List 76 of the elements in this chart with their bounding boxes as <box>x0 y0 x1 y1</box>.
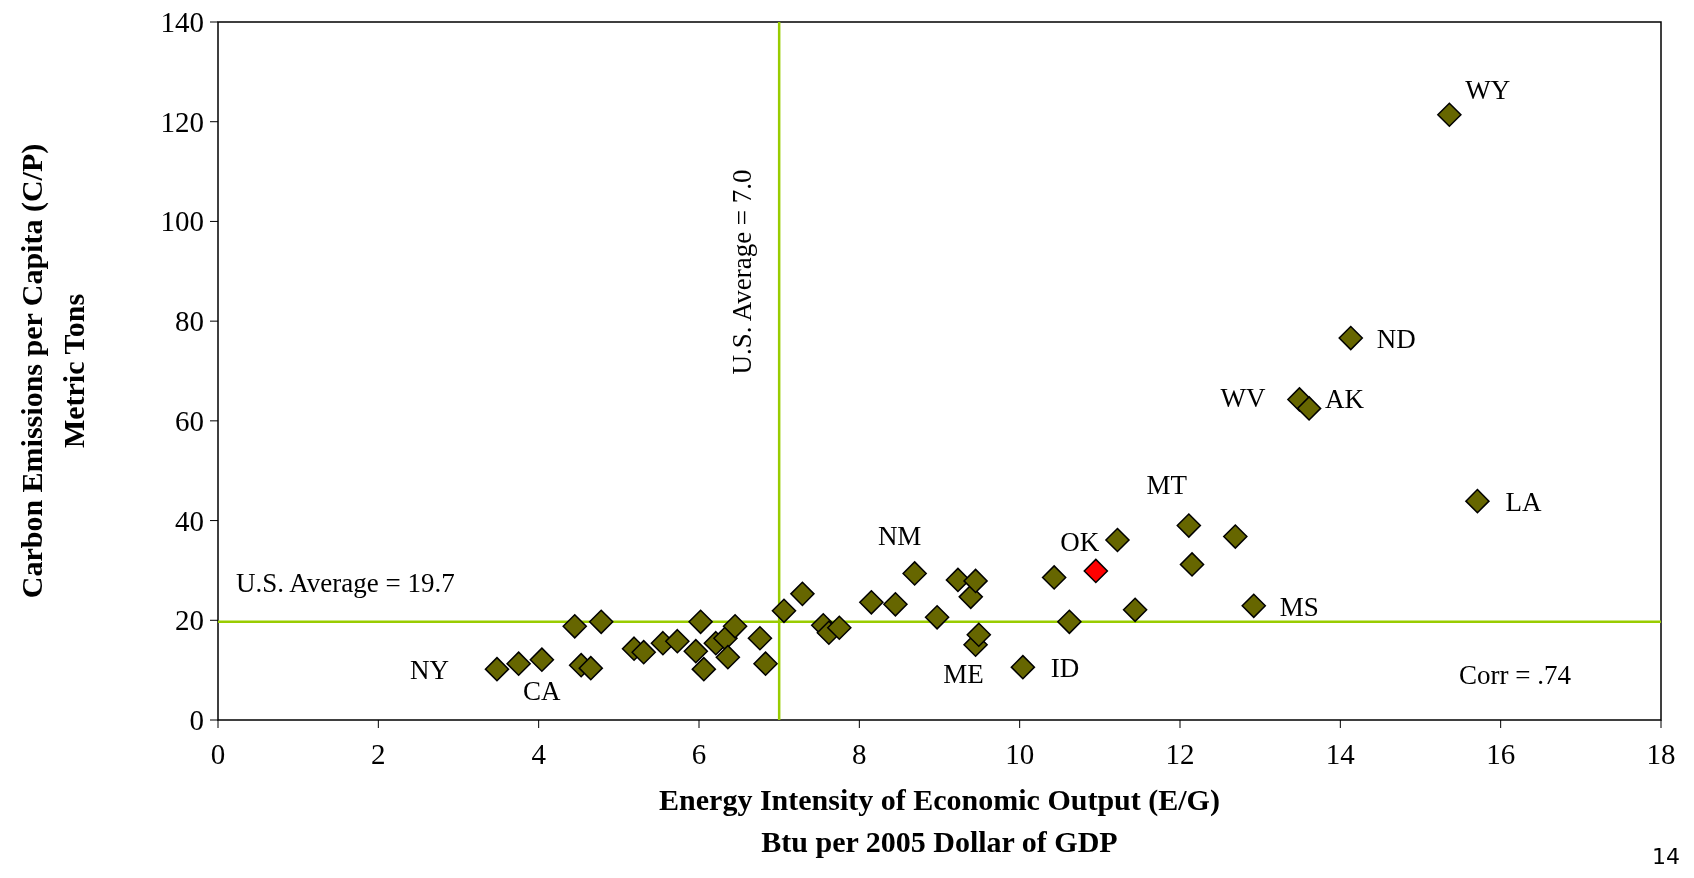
annotation: LA <box>1505 487 1542 518</box>
point <box>631 639 656 665</box>
annotation: Corr = .74 <box>1459 660 1572 691</box>
point <box>578 655 604 681</box>
point <box>1437 102 1462 128</box>
y-axis-title: Carbon Emissions per Capita (C/P) Metric Tons <box>15 143 90 599</box>
x-tick-label: 16 <box>1486 738 1516 770</box>
point <box>1041 565 1067 590</box>
point <box>484 656 510 682</box>
annotation: CA <box>523 675 562 706</box>
annotation: WV <box>1220 383 1266 414</box>
point <box>1296 396 1322 421</box>
y-tick-label: 100 <box>160 205 204 238</box>
x-tick-label: 4 <box>531 738 547 770</box>
point <box>963 568 988 594</box>
y-tick-label: 20 <box>175 604 204 637</box>
point <box>1057 609 1082 635</box>
annotation: MT <box>1146 469 1188 500</box>
annotation: AK <box>1325 384 1365 415</box>
x-tick-label: 8 <box>852 738 867 770</box>
point <box>1083 558 1109 584</box>
point <box>715 644 741 670</box>
x-tick-label: 2 <box>371 738 386 770</box>
point <box>753 651 778 676</box>
y-tick-label: 80 <box>175 305 204 338</box>
point <box>1122 597 1148 623</box>
point <box>1105 527 1130 553</box>
point <box>747 625 773 651</box>
annotation: NM <box>877 521 922 552</box>
annotation: WY <box>1465 74 1511 105</box>
x-tick-label: 18 <box>1646 738 1676 770</box>
y-tick-label: 40 <box>175 504 204 537</box>
point <box>966 622 992 648</box>
x-tick-label: 12 <box>1165 738 1195 770</box>
point <box>1179 552 1205 577</box>
point <box>1223 524 1248 549</box>
point <box>1241 593 1267 619</box>
point <box>790 581 815 607</box>
annotation: MS <box>1279 591 1319 622</box>
point <box>562 613 588 639</box>
point <box>859 590 884 615</box>
x-tick-label: 0 <box>210 738 226 770</box>
annotation: OK <box>1060 526 1100 557</box>
point <box>722 613 748 639</box>
x-tick-label: 14 <box>1325 738 1356 770</box>
point <box>688 609 713 635</box>
y-tick-label: 140 <box>160 6 204 38</box>
point <box>529 647 555 672</box>
text: 14 <box>1652 844 1680 869</box>
point <box>1010 654 1036 680</box>
point <box>958 584 984 610</box>
point <box>588 609 614 635</box>
ref-line-label: U.S. Average = 19.7 <box>236 567 455 598</box>
point <box>665 628 690 654</box>
point <box>1338 325 1364 351</box>
annotation: ND <box>1376 324 1416 355</box>
point <box>902 561 927 586</box>
y-tick-label: 60 <box>175 404 204 437</box>
point <box>683 638 709 664</box>
y-tick-label: 0 <box>189 704 204 736</box>
annotation: ME <box>943 658 984 689</box>
annotation: ID <box>1050 653 1080 684</box>
point <box>506 651 531 676</box>
annotation: NY <box>409 655 449 686</box>
ref-line-label: U.S. Average = 7.0 <box>727 169 758 375</box>
x-tick-label: 10 <box>1005 738 1035 770</box>
point <box>1176 513 1202 538</box>
x-tick-label: 6 <box>691 738 707 770</box>
x-axis-title: Energy Intensity of Economic Output (E/G) Btu per 2005 Dollar of GDP <box>659 783 1220 858</box>
point <box>1465 488 1490 514</box>
point <box>826 615 852 641</box>
y-tick-label: 120 <box>160 105 204 138</box>
point <box>924 605 950 630</box>
point <box>771 598 797 624</box>
point <box>883 592 908 617</box>
point <box>691 656 717 682</box>
